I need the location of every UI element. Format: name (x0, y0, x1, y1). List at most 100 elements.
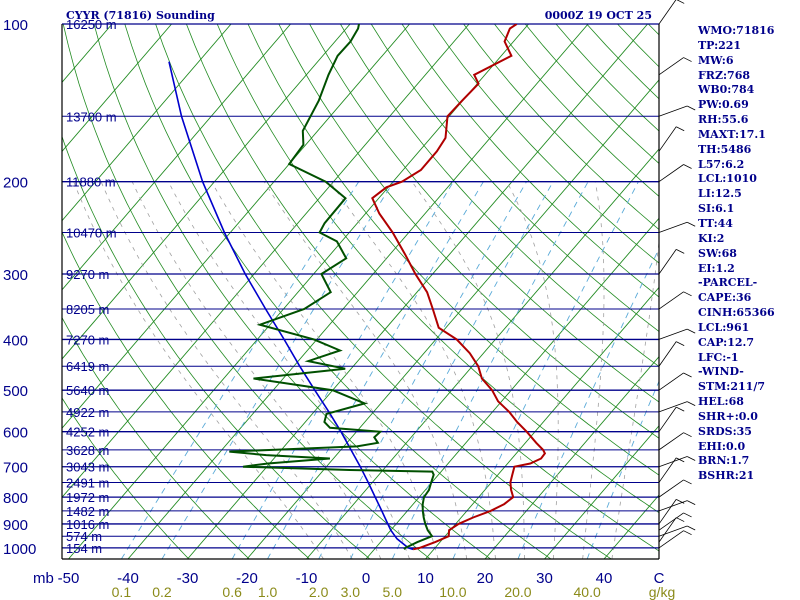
moist-adiabat-line (168, 181, 410, 559)
wind-barb (658, 512, 684, 531)
mixing-ratio-tick-label: 0.6 (222, 584, 242, 600)
moist-adiabat-line (131, 181, 382, 559)
wind-barb (658, 126, 677, 152)
moist-adiabat-line (100, 181, 353, 559)
isotherm-line (62, 24, 291, 291)
dry-adiabat-line (340, 24, 659, 367)
x-tick-label: -40 (117, 570, 139, 587)
moist-adiabat-line (211, 181, 439, 559)
height-label: 2491 m (66, 475, 109, 490)
wind-barb (658, 372, 684, 391)
height-label: 7270 m (66, 332, 109, 347)
stat-line: WMO:71816 (698, 24, 775, 37)
moist-adiabat-line (582, 181, 605, 559)
stat-line: LCL:1010 (698, 172, 757, 186)
wind-barb-flag (687, 328, 696, 334)
x-tick-label: 30 (536, 570, 553, 587)
dry-adiabat-line (124, 24, 552, 559)
stat-line: HEL:68 (698, 395, 744, 409)
wind-barb-flag (687, 525, 696, 531)
mixing-ratio-line (391, 181, 589, 559)
wind-barb (658, 457, 677, 483)
pressure-tick-label: 300 (3, 267, 28, 284)
height-label: 16250 m (66, 17, 117, 32)
wind-barb-flag (676, 517, 685, 522)
x-tick-label: 20 (477, 570, 494, 587)
stat-line: FRZ:768 (698, 68, 751, 82)
mixing-ratio-line (318, 181, 527, 559)
x-tick-label: 0 (362, 570, 370, 587)
wind-barb-flag (687, 401, 696, 406)
moist-adiabat-line (263, 181, 468, 559)
stat-line: TH:5486 (698, 142, 752, 156)
isotherm-line (425, 286, 659, 559)
isotherm-line (365, 217, 659, 559)
dry-adiabat-line (401, 24, 659, 298)
mixing-ratio-line (586, 380, 659, 559)
isotherm-line (62, 24, 232, 222)
wind-barb-flag (683, 512, 692, 518)
pressure-tick-label: 600 (3, 425, 28, 442)
wind-barb-flag (683, 530, 692, 536)
stat-line: RH:55.6 (698, 113, 749, 127)
moist-adiabat-line (506, 181, 559, 559)
wind-barb-flag (676, 249, 685, 254)
stats-panel: WMO:71816 TP:221 MW:6 FRZ:768 WB0:784 PW:0.69… (698, 24, 800, 484)
x-tick-label: -30 (177, 570, 199, 587)
mixing-ratio-tick-label: 0.1 (112, 584, 132, 600)
height-label: 574 m (66, 529, 102, 544)
x-tick-label: -20 (236, 570, 258, 587)
stat-line: WB0:784 (698, 83, 755, 97)
stat-line: CINH:65366 (698, 306, 775, 320)
wind-barb (658, 291, 684, 310)
wind-barb (658, 406, 677, 432)
pressure-tick-label: 800 (3, 490, 28, 507)
pressure-tick-label: 900 (3, 517, 28, 534)
stat-line: TT:44 (698, 216, 733, 230)
dry-adiabat-line (155, 24, 612, 559)
wind-barb (658, 499, 677, 525)
isotherm-line (484, 355, 659, 559)
height-label: 4922 m (66, 405, 109, 420)
wind-barb-flag (676, 126, 685, 132)
dry-adiabat-line (309, 24, 659, 403)
height-label: 6419 m (66, 359, 109, 374)
mixing-ratio-tick-label: 3.0 (341, 584, 361, 600)
stat-line: LCL:961 (698, 320, 750, 334)
wind-barb-flag (676, 457, 685, 463)
valid-time: 0000Z 19 OCT 25 (545, 9, 652, 22)
height-label: 4252 m (66, 425, 109, 440)
height-label: 8205 m (66, 302, 109, 317)
temperature-trace (371, 24, 547, 551)
wind-barb-flag (683, 372, 692, 378)
isotherm-line (0, 24, 53, 559)
dry-adiabat-line (93, 24, 491, 559)
height-label: 10470 m (66, 225, 117, 240)
isotherm-line (62, 24, 351, 360)
mixing-ratio-tick-label: g/kg (649, 584, 675, 600)
x-tick-label: 10 (417, 570, 434, 587)
pressure-tick-label: 500 (3, 383, 28, 400)
wind-barb-flag (676, 341, 685, 347)
dry-adiabat-line (62, 135, 371, 559)
dry-adiabat-line (278, 24, 659, 439)
stat-line: L57:6.2 (698, 157, 745, 171)
mixing-ratio-line (349, 181, 554, 559)
height-label: 13700 m (66, 109, 117, 124)
wind-barb-flag (687, 500, 696, 506)
isotherm-line (62, 24, 410, 429)
x-axis-unit: mb (33, 570, 54, 587)
height-label: 1972 m (66, 490, 109, 505)
wind-barb-flag (683, 164, 692, 169)
stat-line: MAXT:17.1 (698, 127, 766, 141)
stat-line: SW:68 (698, 246, 737, 260)
mixing-ratio-tick-label: 2.0 (309, 584, 329, 600)
wind-barb (658, 221, 688, 233)
stat-line: CAP:12.7 (698, 335, 755, 349)
isotherm-line (544, 425, 659, 559)
moist-adiabat-line (73, 181, 324, 559)
mixing-ratio-line (517, 247, 659, 559)
wind-barb (658, 525, 688, 537)
mixing-ratio-tick-label: 10.0 (439, 584, 466, 600)
